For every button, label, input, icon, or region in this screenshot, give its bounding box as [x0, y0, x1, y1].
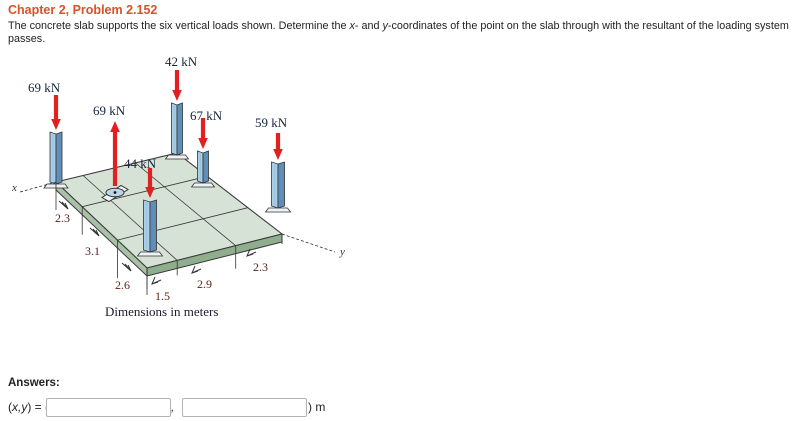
svg-text:x: x: [11, 182, 17, 194]
svg-text:2.9: 2.9: [197, 277, 212, 291]
svg-text:2.6: 2.6: [115, 278, 130, 292]
svg-text:Dimensions in meters: Dimensions in meters: [105, 304, 218, 319]
svg-text:y: y: [339, 246, 345, 258]
svg-text:44 kN: 44 kN: [124, 156, 157, 171]
svg-text:67 kN: 67 kN: [190, 108, 223, 123]
svg-text:3.1: 3.1: [85, 244, 100, 258]
svg-text:42 kN: 42 kN: [165, 54, 198, 69]
svg-text:1.5: 1.5: [155, 289, 170, 303]
svg-text:59 kN: 59 kN: [255, 115, 288, 130]
svg-text:69 kN: 69 kN: [28, 80, 61, 95]
svg-text:2.3: 2.3: [253, 260, 268, 274]
svg-text:69 kN: 69 kN: [93, 103, 126, 118]
svg-text:2.3: 2.3: [55, 211, 70, 225]
